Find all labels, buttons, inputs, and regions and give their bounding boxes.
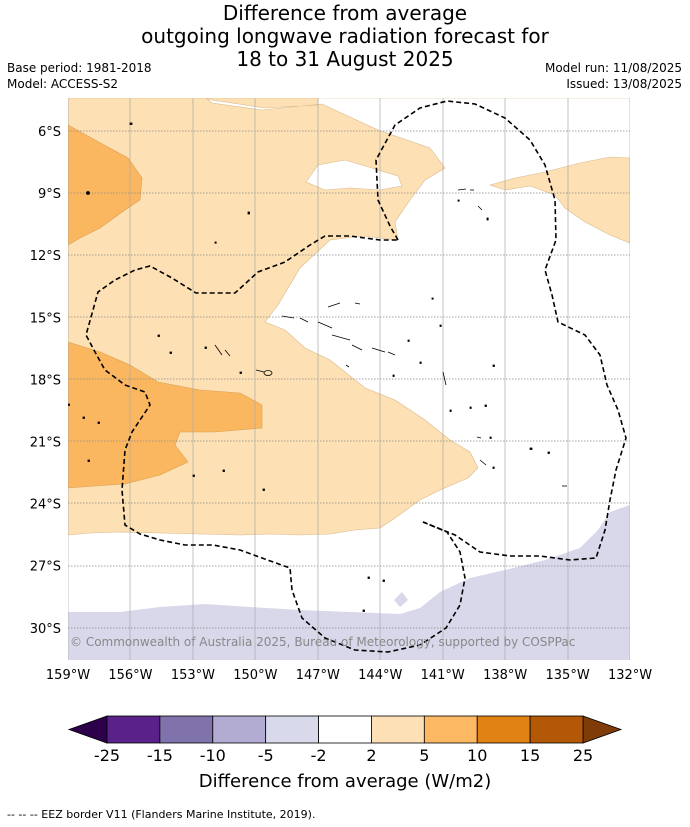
anomaly-region-neg5-neg2-south [68, 505, 630, 660]
colorbar-tick-label: -5 [258, 746, 274, 765]
base-period: Base period: 1981-2018 [7, 61, 152, 75]
eez-borders [85, 100, 627, 653]
colorbar: -25 -15 -10 -5 -2 2 5 10 15 25 [67, 715, 623, 765]
anomaly-region-5-10-north [68, 124, 143, 246]
colorbar-tick-label: 15 [520, 746, 540, 765]
neutral-hole [305, 159, 403, 191]
colorbar-segment [318, 715, 372, 744]
longitude-label: 138°W [483, 668, 527, 683]
colorbar-tick-label: -15 [147, 746, 173, 765]
colorbar-tick-label: 2 [366, 746, 376, 765]
colorbar-under-arrow [67, 715, 108, 744]
latitude-label: 18°S [30, 373, 61, 388]
longitude-label: 144°W [358, 668, 402, 683]
model-name: Model: ACCESS-S2 [7, 77, 119, 91]
latitude-labels: 6°S 9°S 12°S 15°S 18°S 21°S 24°S 27°S 30°S [30, 125, 61, 637]
latitude-label: 9°S [38, 187, 61, 202]
longitude-labels: 159°W 156°W 153°W 150°W 147°W 144°W 141°W 138°W… [46, 668, 652, 683]
title-line-1: Difference from average [222, 1, 468, 25]
colorbar-segment [476, 715, 531, 744]
colorbar-tick-label: -25 [94, 746, 120, 765]
anomaly-region-neg5-neg2-small [394, 592, 408, 607]
longitude-label: 147°W [296, 668, 340, 683]
eez-footer-note: -- -- -- EEZ border V11 (Flanders Marine… [7, 808, 316, 821]
meta-left: Base period: 1981-2018 Model: ACCESS-S2 [7, 60, 152, 92]
colorbar-title: Difference from average (W/m2) [198, 771, 492, 792]
model-run: Model run: 11/08/2025 [544, 61, 682, 75]
colorbar-segment [371, 715, 425, 744]
colorbar-tick-label: 5 [419, 746, 429, 765]
longitude-label: 132°W [608, 668, 652, 683]
latitude-label: 6°S [38, 125, 61, 140]
colorbar-segment [529, 715, 584, 744]
longitude-gridlines [68, 98, 630, 660]
island-rings [263, 370, 273, 376]
longitude-label: 153°W [171, 668, 215, 683]
colorbar-segment [265, 715, 319, 744]
colorbar-over-arrow [582, 715, 623, 744]
issued-date: Issued: 13/08/2025 [566, 77, 682, 91]
colorbar-tick-label: 10 [467, 746, 487, 765]
longitude-label: 150°W [233, 668, 277, 683]
longitude-label: 141°W [421, 668, 465, 683]
map-area: © Commonwealth of Australia 2025, Bureau… [68, 98, 630, 660]
latitude-label: 12°S [30, 249, 61, 264]
latitude-label: 24°S [30, 498, 61, 513]
meta-right: Model run: 11/08/2025 Issued: 13/08/2025 [545, 60, 682, 92]
colorbar-segment [106, 715, 161, 744]
islands [68, 122, 567, 612]
copyright-notice: © Commonwealth of Australia 2025, Bureau… [70, 635, 575, 649]
longitude-label: 135°W [546, 668, 590, 683]
map-title: Difference from average outgoing longwav… [0, 2, 690, 71]
colorbar-segment [159, 715, 214, 744]
latitude-label: 21°S [30, 436, 61, 451]
colorbar-segment [212, 715, 267, 744]
latitude-gridlines [68, 130, 630, 629]
latitude-label: 27°S [30, 560, 61, 575]
longitude-label: 159°W [46, 668, 90, 683]
anomaly-region-5-10-south [68, 341, 263, 489]
colorbar-tick-label: -2 [311, 746, 327, 765]
anomaly-region-2-5-east [488, 156, 630, 244]
longitude-label: 156°W [108, 668, 152, 683]
colorbar-segment [423, 715, 478, 744]
colorbar-tick-label: -10 [200, 746, 226, 765]
latitude-label: 15°S [30, 311, 61, 326]
title-line-3: 18 to 31 August 2025 [236, 47, 454, 71]
colorbar-tick-label: 25 [573, 746, 593, 765]
latitude-label: 30°S [30, 622, 61, 637]
title-line-2: outgoing longwave radiation forecast for [141, 24, 549, 48]
